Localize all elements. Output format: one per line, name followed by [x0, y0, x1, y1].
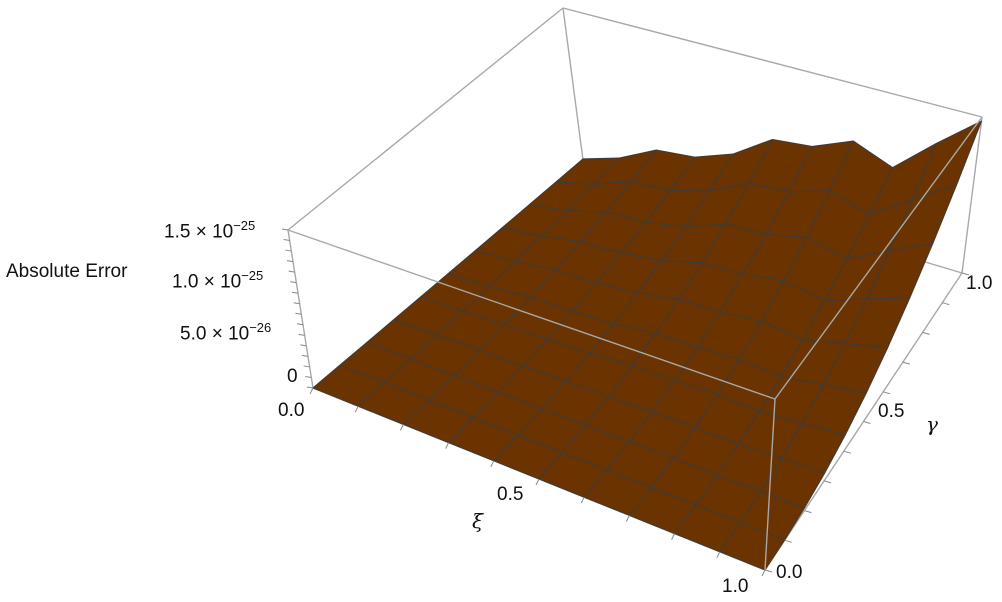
z-tick-mark	[290, 281, 297, 284]
axis-ticks	[281, 228, 970, 577]
z-tick-label: 1.0 × 10−25	[172, 268, 264, 293]
box-edge	[961, 116, 983, 274]
surface-patch	[719, 521, 786, 571]
y-axis-label: γ	[926, 412, 938, 436]
z-tick-mark	[303, 365, 310, 368]
y-tick-mark	[764, 569, 773, 573]
y-tick-mark	[961, 272, 970, 276]
box-edge	[774, 116, 983, 400]
z-tick-mark	[286, 260, 294, 263]
box-edge	[287, 229, 776, 400]
box-edge	[562, 7, 983, 118]
z-tick-mark	[305, 375, 312, 378]
x-tick-mark	[625, 515, 630, 522]
y-tick-mark	[883, 391, 891, 395]
z-tick-mark	[285, 249, 292, 252]
box-edge	[287, 229, 314, 389]
z-tick-mark	[293, 302, 300, 305]
y-tick-mark	[823, 480, 832, 484]
x-tick-mark	[399, 424, 404, 431]
x-tick-mark	[716, 551, 721, 559]
y-tick-mark	[942, 302, 950, 306]
y-tick-mark	[922, 331, 930, 335]
x-tick-mark	[761, 569, 766, 577]
box-edge	[764, 398, 776, 571]
x-axis-label: ξ	[472, 509, 484, 533]
z-tick-mark	[291, 291, 299, 294]
y-tick-mark	[784, 539, 792, 543]
x-tick-mark	[354, 405, 359, 413]
y-tick-mark	[804, 510, 812, 514]
y-tick-mark	[843, 450, 851, 454]
z-axis-label: Absolute Error	[6, 261, 128, 282]
z-tick-mark	[296, 323, 304, 326]
x-tick-mark	[535, 478, 540, 486]
z-tick-label: 1.5 × 10−25	[164, 218, 256, 243]
z-tick-mark	[281, 228, 289, 231]
z-tick-mark	[301, 354, 309, 357]
z-tick-label: 0	[287, 366, 298, 387]
x-tick-mark	[445, 442, 450, 449]
z-tick-mark	[306, 386, 314, 389]
x-tick-mark	[490, 460, 495, 468]
y-tick-label: 1.0	[966, 273, 993, 294]
z-tick-mark	[298, 333, 305, 336]
x-tick-label: 1.0	[722, 576, 749, 597]
bounding-box-front	[287, 116, 983, 571]
x-tick-mark	[671, 533, 676, 540]
z-tick-mark	[295, 312, 302, 315]
z-tick-mark	[283, 239, 290, 242]
z-tick-label: 5.0 × 10−26	[180, 320, 272, 345]
surface	[312, 120, 983, 571]
x-tick-label: 0.5	[497, 484, 524, 505]
y-tick-label: 0.5	[878, 401, 905, 422]
box-edge	[562, 7, 584, 161]
x-tick-label: 0.0	[278, 400, 305, 421]
box-edge	[287, 7, 564, 231]
y-tick-label: 0.0	[776, 562, 803, 583]
y-tick-mark	[902, 361, 911, 365]
x-tick-mark	[309, 387, 314, 395]
x-tick-mark	[580, 496, 585, 504]
y-tick-mark	[863, 421, 871, 424]
z-tick-mark	[288, 270, 295, 273]
z-tick-mark	[300, 344, 307, 347]
